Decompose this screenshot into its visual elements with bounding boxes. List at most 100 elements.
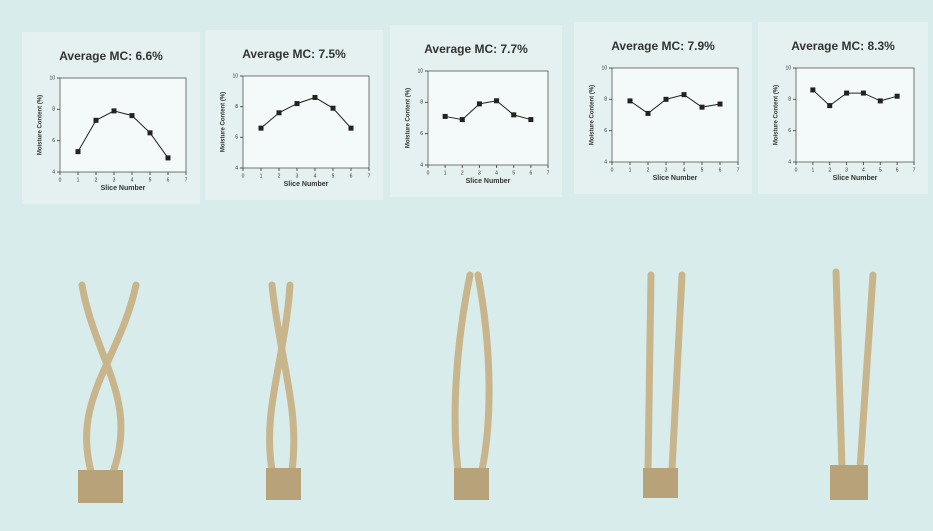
x-tick-label: 0 [59, 177, 62, 183]
x-axis-label: Slice Number [653, 175, 698, 182]
x-tick-label: 1 [629, 167, 632, 173]
data-point [511, 112, 516, 117]
data-point [810, 87, 815, 92]
data-point [166, 155, 171, 160]
data-point [148, 130, 153, 135]
chart-title: Average MC: 8.3% [791, 39, 895, 53]
y-tick-label: 10 [601, 65, 607, 71]
x-tick-label: 3 [478, 170, 481, 176]
y-axis-label: Moisture Content (%) [774, 85, 780, 145]
x-tick-label: 5 [512, 170, 515, 176]
x-tick-label: 2 [647, 167, 650, 173]
sample-base [78, 470, 123, 503]
data-point [528, 117, 533, 122]
y-tick-label: 6 [604, 128, 607, 134]
x-tick-label: 7 [185, 177, 188, 183]
x-axis-label: Slice Number [466, 178, 511, 185]
y-tick-label: 10 [232, 73, 238, 79]
x-tick-label: 0 [611, 167, 614, 173]
y-tick-label: 6 [52, 138, 55, 144]
data-point [277, 110, 282, 115]
y-tick-label: 4 [788, 159, 791, 165]
chart-title: Average MC: 7.5% [242, 47, 346, 61]
prong [648, 275, 651, 470]
x-tick-label: 6 [529, 170, 532, 176]
chart-title: Average MC: 7.7% [424, 42, 528, 56]
y-axis-label: Moisture Content (%) [590, 85, 596, 145]
x-tick-label: 5 [332, 173, 335, 179]
y-tick-label: 10 [49, 75, 55, 81]
y-tick-label: 4 [235, 165, 238, 171]
y-tick-label: 8 [52, 107, 55, 113]
data-point [895, 94, 900, 99]
sample-base [454, 468, 489, 500]
sample-base [266, 468, 301, 500]
data-point [718, 102, 723, 107]
data-point [827, 103, 832, 108]
x-tick-label: 4 [131, 177, 134, 183]
data-point [700, 105, 705, 110]
chart-title: Average MC: 7.9% [611, 39, 715, 53]
x-tick-label: 7 [547, 170, 550, 176]
x-axis-label: Slice Number [101, 185, 146, 192]
photo: Average MC: 6.6%0123456746810Slice Numbe… [0, 0, 933, 531]
sample-base [830, 465, 868, 500]
data-point [646, 111, 651, 116]
x-tick-label: 2 [828, 167, 831, 173]
x-tick-label: 1 [811, 167, 814, 173]
x-tick-label: 5 [701, 167, 704, 173]
y-tick-label: 4 [604, 159, 607, 165]
x-tick-label: 2 [278, 173, 281, 179]
data-point [76, 149, 81, 154]
data-point [443, 114, 448, 119]
y-tick-label: 6 [235, 135, 238, 141]
x-tick-label: 1 [260, 173, 263, 179]
x-tick-label: 6 [350, 173, 353, 179]
x-tick-label: 0 [242, 173, 245, 179]
y-tick-label: 10 [785, 65, 791, 71]
x-tick-label: 0 [427, 170, 430, 176]
sample-base [643, 468, 678, 498]
x-tick-label: 4 [495, 170, 498, 176]
data-point [331, 106, 336, 111]
x-tick-label: 7 [913, 167, 916, 173]
x-tick-label: 4 [683, 167, 686, 173]
chart-title: Average MC: 6.6% [59, 49, 163, 63]
x-tick-label: 2 [95, 177, 98, 183]
x-tick-label: 6 [719, 167, 722, 173]
x-tick-label: 5 [879, 167, 882, 173]
data-point [112, 108, 117, 113]
y-tick-label: 10 [417, 68, 423, 74]
y-tick-label: 6 [788, 128, 791, 134]
y-tick-label: 8 [604, 97, 607, 103]
plot-area [796, 68, 914, 162]
x-tick-label: 3 [845, 167, 848, 173]
data-point [844, 91, 849, 96]
y-tick-label: 6 [420, 131, 423, 137]
y-tick-label: 8 [420, 100, 423, 106]
x-tick-label: 7 [737, 167, 740, 173]
data-point [295, 101, 300, 106]
data-point [878, 98, 883, 103]
data-point [349, 126, 354, 131]
data-point [494, 98, 499, 103]
data-point [313, 95, 318, 100]
data-point [628, 98, 633, 103]
x-tick-label: 0 [795, 167, 798, 173]
x-tick-label: 2 [461, 170, 464, 176]
x-tick-label: 6 [167, 177, 170, 183]
x-tick-label: 3 [113, 177, 116, 183]
x-tick-label: 7 [368, 173, 371, 179]
x-tick-label: 4 [862, 167, 865, 173]
x-tick-label: 3 [296, 173, 299, 179]
y-tick-label: 8 [788, 97, 791, 103]
x-tick-label: 4 [314, 173, 317, 179]
data-point [259, 126, 264, 131]
x-tick-label: 1 [444, 170, 447, 176]
plot-area [612, 68, 738, 162]
